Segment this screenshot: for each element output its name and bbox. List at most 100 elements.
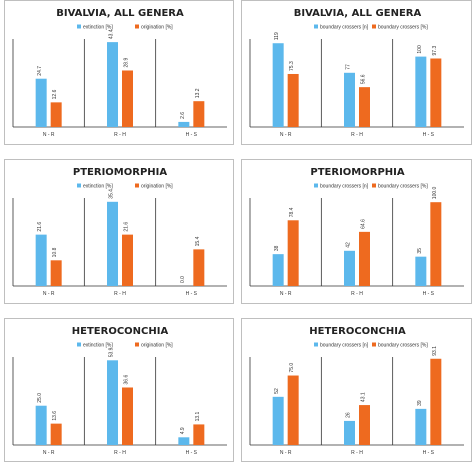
chart-title: BIVALVIA, ALL GENERA — [294, 8, 422, 19]
chart-title: HETEROCONCHIA — [309, 326, 406, 337]
bar-series-2 — [288, 220, 299, 286]
legend-swatch — [135, 343, 139, 347]
legend-label: extinction [%] — [83, 184, 113, 190]
bar-series-2 — [193, 249, 204, 286]
data-label: 13.6 — [52, 411, 58, 421]
bar-series-1 — [178, 122, 189, 127]
data-label: 38 — [274, 245, 280, 251]
legend-label: origination [%] — [141, 25, 173, 31]
chart-svg: PTERIOMORPHIA boundary crossers [n] bounda… — [242, 160, 473, 305]
bar-series-1 — [273, 397, 284, 445]
bar-series-2 — [430, 202, 441, 286]
data-label: 39 — [417, 400, 423, 406]
chart-title: PTERIOMORPHIA — [73, 167, 167, 178]
data-label: 35 — [417, 248, 423, 254]
bar-series-2 — [193, 424, 204, 445]
data-label: 97.3 — [432, 46, 438, 56]
data-label: 35.4 — [109, 189, 115, 199]
legend-swatch — [314, 343, 318, 347]
x-tick-label: H - S — [186, 132, 198, 138]
x-tick-label: H - S — [423, 132, 435, 138]
data-label: 56.6 — [361, 74, 367, 84]
legend-label: boundary crossers [n] — [320, 184, 369, 190]
legend-swatch — [372, 25, 376, 29]
x-tick-label: R - H — [114, 450, 126, 456]
bar-series-1 — [36, 235, 47, 286]
legend-label: boundary crossers [%] — [378, 184, 428, 190]
bar-series-2 — [430, 59, 441, 127]
legend-swatch — [372, 343, 376, 347]
data-label: 0.0 — [180, 276, 186, 283]
bar-series-2 — [193, 101, 204, 127]
x-tick-label: N - R — [280, 132, 292, 138]
data-label: 15.4 — [195, 236, 201, 246]
legend-label: origination [%] — [141, 343, 173, 349]
data-label: 119 — [274, 32, 280, 40]
x-tick-label: R - H — [114, 291, 126, 297]
bar-series-1 — [344, 421, 355, 445]
chart-svg: BIVALVIA, ALL GENERA boundary crossers [n… — [242, 1, 473, 146]
bar-series-2 — [122, 235, 133, 286]
bar-series-2 — [359, 405, 370, 445]
chart-panel: BIVALVIA, ALL GENERA boundary crossers [n… — [241, 0, 472, 145]
bar-series-1 — [178, 437, 189, 445]
bar-series-1 — [415, 257, 426, 286]
x-tick-label: R - H — [351, 132, 363, 138]
bar-series-1 — [36, 79, 47, 127]
x-tick-label: N - R — [43, 450, 55, 456]
bar-series-1 — [415, 409, 426, 445]
chart-title: PTERIOMORPHIA — [310, 167, 404, 178]
legend-swatch — [77, 343, 81, 347]
chart-title: BIVALVIA, ALL GENERA — [56, 8, 184, 19]
x-tick-label: N - R — [43, 291, 55, 297]
x-tick-label: R - H — [351, 291, 363, 297]
data-label: 13.2 — [195, 88, 201, 98]
legend-swatch — [77, 25, 81, 29]
chart-panel: PTERIOMORPHIA extinction [%] origination [… — [4, 159, 234, 304]
bar-series-2 — [51, 260, 62, 286]
data-label: 25.0 — [37, 393, 43, 403]
bar-series-1 — [273, 254, 284, 286]
bar-series-2 — [122, 387, 133, 445]
data-label: 13.1 — [195, 411, 201, 421]
chart-panel: HETEROCONCHIA boundary crossers [n] bounda… — [241, 318, 472, 462]
legend-label: boundary crossers [n] — [320, 25, 369, 31]
data-label: 43.1 — [361, 392, 367, 402]
chart-panel: PTERIOMORPHIA boundary crossers [n] bounda… — [241, 159, 472, 304]
data-label: 53.9 — [109, 347, 115, 357]
data-label: 52 — [274, 388, 280, 394]
data-label: 43.4 — [109, 29, 115, 39]
data-label: 36.6 — [124, 375, 130, 385]
legend-swatch — [314, 184, 318, 188]
data-label: 77 — [346, 64, 352, 70]
data-label: 75.3 — [289, 61, 295, 71]
bar-series-1 — [415, 57, 426, 127]
data-label: 100.0 — [432, 186, 438, 199]
bar-series-1 — [107, 202, 118, 286]
data-label: 75.0 — [289, 363, 295, 373]
legend-label: boundary crossers [%] — [378, 343, 428, 349]
bar-series-1 — [107, 360, 118, 445]
legend-label: boundary crossers [n] — [320, 343, 369, 349]
bar-series-1 — [344, 251, 355, 286]
legend-swatch — [372, 184, 376, 188]
legend-swatch — [135, 25, 139, 29]
bar-series-1 — [344, 73, 355, 127]
data-label: 64.6 — [361, 219, 367, 229]
bar-series-1 — [273, 43, 284, 127]
bar-series-2 — [288, 74, 299, 127]
x-tick-label: H - S — [186, 291, 198, 297]
x-tick-label: N - R — [280, 291, 292, 297]
x-tick-label: N - R — [280, 450, 292, 456]
data-label: 24.7 — [37, 66, 43, 76]
legend-swatch — [135, 184, 139, 188]
data-label: 100 — [417, 45, 423, 54]
data-label: 28.9 — [124, 58, 130, 68]
chart-svg: HETEROCONCHIA boundary crossers [n] bounda… — [242, 319, 473, 463]
data-label: 78.4 — [289, 207, 295, 217]
data-label: 21.6 — [37, 222, 43, 232]
data-label: 21.6 — [124, 222, 130, 232]
legend-label: origination [%] — [141, 184, 173, 190]
bar-series-1 — [107, 42, 118, 127]
